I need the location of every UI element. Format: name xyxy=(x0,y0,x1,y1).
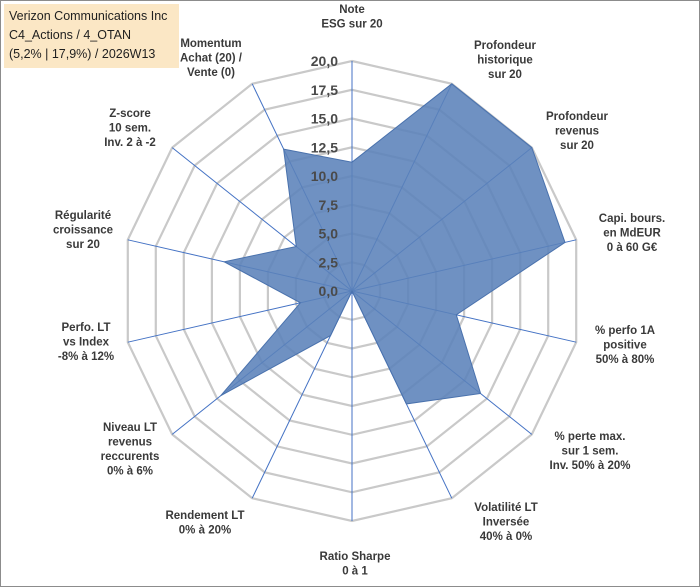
tick-label-6: 15,0 xyxy=(311,111,338,127)
axis-label-6: Volatilité LT Inversée 40% à 0% xyxy=(474,502,537,543)
axis-label-4: % perfo 1A positive 50% à 80% xyxy=(595,325,655,366)
radar-axis-labels: Note ESG sur 20 Profondeur historique sur 20… xyxy=(53,4,665,578)
axis-label-0: Note ESG sur 20 xyxy=(321,4,382,31)
tick-label-1: 2,5 xyxy=(319,254,339,270)
tick-label-8: 20,0 xyxy=(311,53,338,69)
axis-label-10: Perfo. LT vs Index -8% à 12% xyxy=(58,322,114,363)
tick-label-3: 7,5 xyxy=(319,197,339,213)
tick-label-0: 0,0 xyxy=(319,283,339,299)
axis-label-3: Capi. bours. en MdEUR 0 à 60 G€ xyxy=(599,213,665,254)
axis-label-2: Profondeur revenus sur 20 xyxy=(546,111,608,152)
radar-tick-labels: 0,0 2,5 5,0 7,5 10,0 12,5 15,0 17,5 20,0 xyxy=(311,53,338,299)
tick-label-5: 12,5 xyxy=(311,139,338,155)
axis-label-13: Momentum Achat (20) / Vente (0) xyxy=(180,38,243,79)
axis-label-12: Z-score 10 sem. Inv. 2 à -2 xyxy=(104,108,156,149)
title-category: C4_Actions / 4_OTAN xyxy=(9,28,132,42)
tick-label-2: 5,0 xyxy=(319,226,339,242)
axis-label-9: Niveau LT revenus reccurents 0% à 6% xyxy=(101,422,160,478)
axis-label-11: Régularité croissance sur 20 xyxy=(53,210,113,251)
title-stats: (5,2% | 17,9%) / 2026W13 xyxy=(9,47,156,61)
tick-label-7: 17,5 xyxy=(311,82,338,98)
axis-label-1: Profondeur historique sur 20 xyxy=(474,40,536,81)
axis-label-5: % perte max. sur 1 sem. Inv. 50% à 20% xyxy=(550,431,631,472)
axis-label-8: Rendement LT 0% à 20% xyxy=(165,510,244,537)
axis-label-7: Ratio Sharpe 0 à 1 xyxy=(320,551,391,578)
tick-label-4: 10,0 xyxy=(311,168,338,184)
title-company: Verizon Communications Inc xyxy=(9,9,168,23)
radar-area xyxy=(220,83,566,405)
chart-title-box: Verizon Communications Inc C4_Actions / … xyxy=(4,4,179,68)
